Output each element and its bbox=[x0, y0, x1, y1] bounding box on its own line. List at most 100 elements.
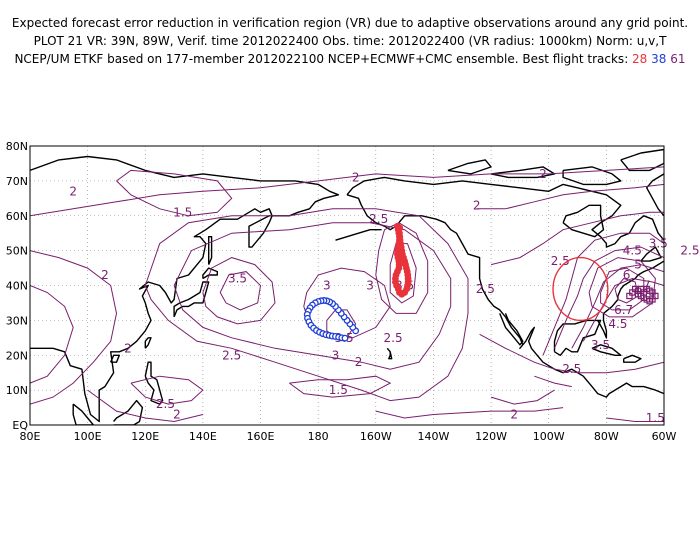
map-frame bbox=[29, 145, 665, 426]
contour-label: 2 bbox=[510, 408, 518, 422]
lon-tick-label: 60W bbox=[652, 430, 677, 443]
contour-line bbox=[571, 264, 664, 349]
contour-line bbox=[534, 375, 572, 388]
contour-label: 3 bbox=[332, 348, 340, 362]
track-38-label: 38 bbox=[651, 52, 667, 66]
contour-label: 3.5 bbox=[649, 237, 668, 251]
contour-line bbox=[219, 271, 262, 311]
contour-line bbox=[375, 222, 429, 314]
verification-region bbox=[552, 256, 609, 322]
contour-label: 2.5 bbox=[384, 331, 403, 345]
verification-region-circle bbox=[552, 256, 609, 322]
contour-line bbox=[173, 222, 452, 370]
coastline bbox=[562, 204, 605, 238]
contour-label: 2 bbox=[124, 341, 132, 355]
coastline bbox=[597, 260, 664, 339]
flight-tracks bbox=[303, 222, 659, 342]
contour-label: 2 bbox=[69, 184, 77, 198]
contour-label: 2.5 bbox=[562, 362, 581, 376]
lon-tick-label: 120W bbox=[475, 430, 507, 443]
contour-label: 2 bbox=[101, 268, 109, 282]
coastline bbox=[173, 281, 210, 318]
contour-label: 2.5 bbox=[156, 397, 175, 411]
contour-line bbox=[490, 389, 555, 405]
contour-label: 3 bbox=[366, 279, 374, 293]
contour-label: 3.5 bbox=[591, 338, 610, 352]
contour-line bbox=[479, 333, 664, 374]
track-61-point bbox=[634, 291, 642, 298]
coastline bbox=[72, 403, 95, 425]
contour-label: 3.5 bbox=[228, 272, 247, 286]
lon-tick-label: 120E bbox=[131, 430, 159, 443]
contour-line bbox=[476, 183, 664, 210]
coastline bbox=[623, 354, 642, 363]
contour-label: 2 bbox=[355, 355, 363, 369]
lat-tick-label: 80N bbox=[6, 140, 28, 153]
map-title: Expected forecast error reduction in ver… bbox=[0, 14, 700, 68]
coastlines bbox=[30, 148, 664, 425]
contour-line bbox=[606, 417, 664, 422]
contour-label: 2 bbox=[352, 170, 360, 184]
coastline bbox=[640, 246, 662, 262]
lon-tick-label: 100W bbox=[533, 430, 565, 443]
title-line-1: Expected forecast error reduction in ver… bbox=[11, 16, 689, 30]
coastline bbox=[646, 173, 664, 217]
contour-label: 7 bbox=[643, 279, 651, 293]
contour-label: 2 bbox=[539, 167, 547, 181]
lat-tick-label: 70N bbox=[6, 175, 28, 188]
coastline bbox=[208, 236, 213, 265]
contour-label: 2 bbox=[473, 198, 481, 212]
coastline bbox=[30, 155, 340, 423]
contour-lines bbox=[30, 166, 664, 423]
lon-tick-label: 160E bbox=[247, 430, 275, 443]
track-28-label: 28 bbox=[632, 52, 648, 66]
title-line-3-text: NCEP/UM ETKF based on 177-member 2012022… bbox=[14, 52, 633, 66]
contour-line bbox=[289, 375, 392, 398]
contour-line bbox=[130, 375, 204, 405]
track-61-label: 61 bbox=[670, 52, 686, 66]
coastline bbox=[386, 347, 393, 360]
axis-labels: 80E 100E 120E 140E 160E 180 160W 140W 120W 100W 80… bbox=[6, 140, 677, 443]
contour-line bbox=[116, 169, 233, 217]
coastline bbox=[620, 148, 664, 172]
contour-line bbox=[30, 250, 118, 405]
contour-label: 4.5 bbox=[623, 244, 642, 258]
coastline bbox=[144, 361, 164, 405]
contour-label: 2.5 bbox=[369, 212, 388, 226]
coastline bbox=[346, 176, 664, 248]
track-28-point bbox=[396, 229, 403, 237]
contour-line bbox=[87, 389, 204, 423]
contour-label: 1.5 bbox=[329, 383, 348, 397]
contour-line bbox=[375, 407, 564, 419]
track-28-point bbox=[396, 224, 404, 232]
contour-label: 2.5 bbox=[680, 244, 699, 258]
lon-tick-label: 80W bbox=[594, 430, 619, 443]
lon-tick-label: 80E bbox=[20, 430, 41, 443]
contour-label: 2.5 bbox=[551, 254, 570, 268]
lat-tick-label: 50N bbox=[6, 245, 28, 258]
contour-label: 2.5 bbox=[222, 348, 241, 362]
lon-tick-label: 180 bbox=[308, 430, 329, 443]
contour-labels: 21.522.52223.5332.53.52.522.53.532.521.5… bbox=[69, 167, 699, 425]
contour-label: 5 bbox=[634, 258, 642, 272]
contour-line bbox=[30, 285, 74, 384]
lat-tick-label: 40N bbox=[6, 280, 28, 293]
lat-tick-label: 20N bbox=[6, 349, 28, 362]
track-38-point bbox=[341, 334, 349, 342]
lon-tick-label: 140W bbox=[418, 430, 450, 443]
lon-tick-label: 160W bbox=[360, 430, 392, 443]
contour-line bbox=[588, 257, 656, 318]
lat-tick-label: 60N bbox=[6, 210, 28, 223]
lat-tick-label: 30N bbox=[6, 314, 28, 327]
contour-label: 6 bbox=[623, 268, 631, 282]
contour-label: 3 bbox=[323, 279, 331, 293]
contour-label: 4.5 bbox=[608, 317, 627, 331]
lat-tick-label: EQ bbox=[12, 419, 28, 432]
contour-line bbox=[30, 166, 664, 217]
coastline bbox=[553, 319, 602, 356]
coastline bbox=[335, 229, 382, 241]
contour-label: 6.7 bbox=[614, 303, 633, 317]
lat-tick-label: 10N bbox=[6, 384, 28, 397]
contour-label: 2 bbox=[173, 408, 181, 422]
